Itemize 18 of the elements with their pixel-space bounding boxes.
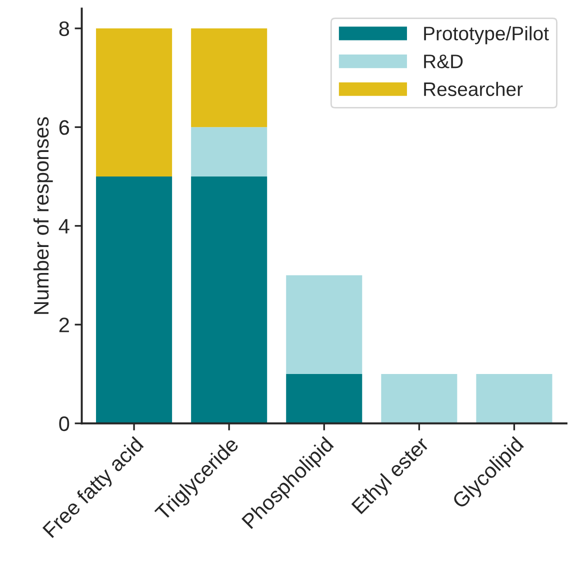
bar: [286, 275, 362, 374]
y-tick-label: 8: [59, 21, 70, 36]
y-tick-label: 2: [59, 318, 69, 332]
y-tick-label: 0: [59, 416, 70, 432]
legend-label: Prototype/Pilot: [424, 26, 549, 44]
bar: [96, 176, 172, 424]
bar: [286, 374, 362, 424]
bar: [191, 28, 268, 128]
y-tick-label: 6: [59, 120, 70, 135]
bar: [191, 176, 268, 424]
bar: [381, 374, 458, 424]
y-tick-label: 4: [58, 219, 70, 234]
y-axis-title: Number of responses: [33, 117, 53, 314]
bar: [191, 127, 268, 177]
legend-label: R&D: [424, 54, 463, 68]
bar: [476, 374, 552, 424]
bar: [96, 28, 172, 177]
legend-label: Researcher: [424, 82, 523, 96]
